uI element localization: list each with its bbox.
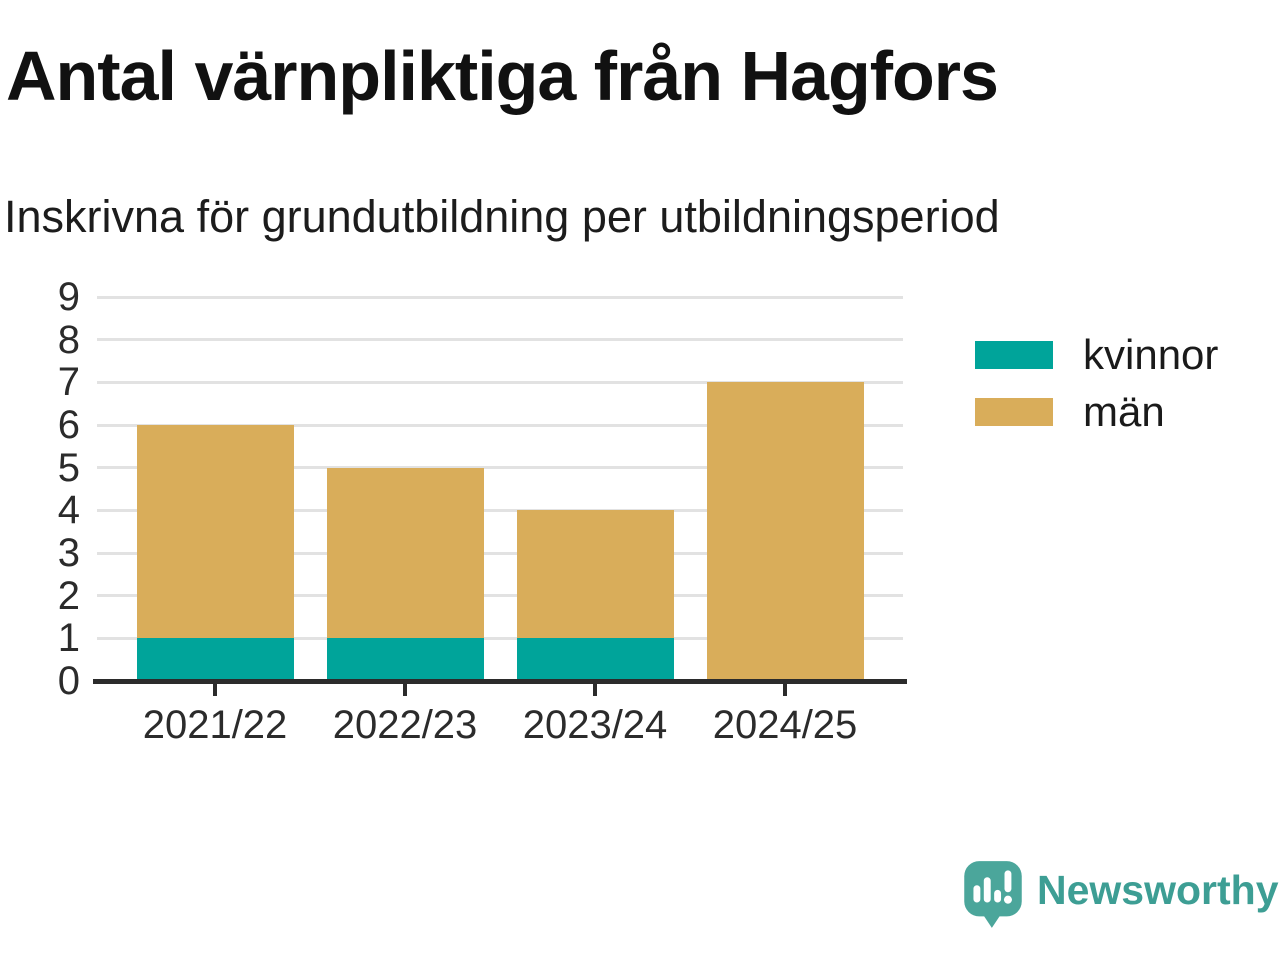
bar-2022/23-män <box>326 467 484 639</box>
x-axis-label: 2021/22 <box>142 703 288 747</box>
legend-label: kvinnor <box>1083 331 1219 378</box>
y-axis-label: 3 <box>57 531 80 575</box>
legend-swatch <box>975 341 1053 369</box>
y-axis-label: 2 <box>57 573 80 618</box>
x-axis-tick <box>213 683 217 696</box>
y-axis-label: 7 <box>57 360 80 405</box>
x-axis-line <box>93 678 907 684</box>
legend-item-män: män <box>975 388 1218 435</box>
chart-subtitle: Inskrivna för grundutbildning per utbild… <box>4 191 1000 242</box>
gridline-y3 <box>97 551 903 555</box>
gridline-y4 <box>97 508 903 512</box>
newsworthy-logo-icon <box>964 861 1022 928</box>
y-axis-label: 0 <box>57 659 80 703</box>
y-axis-label: 5 <box>57 445 80 490</box>
logo-text: Newsworthy <box>1037 867 1279 913</box>
x-axis-label: 2023/24 <box>522 703 668 747</box>
y-axis-label: 9 <box>57 275 80 319</box>
bar-2021/22-kvinnor <box>136 638 294 681</box>
x-axis-label: 2022/23 <box>332 703 478 747</box>
x-axis-tick <box>783 683 787 696</box>
legend-swatch <box>975 398 1053 426</box>
bar-2023/24-kvinnor <box>516 638 674 681</box>
y-axis-label: 8 <box>57 317 80 362</box>
chart-title: Antal värnpliktiga från Hagfors <box>6 37 999 115</box>
bar-2022/23-kvinnor <box>326 638 484 681</box>
y-axis-label: 1 <box>57 616 80 661</box>
gridline-y9 <box>97 295 903 299</box>
gridline-y5 <box>97 466 903 470</box>
x-axis-tick <box>593 683 597 696</box>
legend: kvinnor män <box>975 331 1219 435</box>
gridline-y2 <box>97 594 903 598</box>
y-axis-label: 6 <box>57 403 80 447</box>
gridline-y6 <box>97 423 903 427</box>
bar-2024/25-män <box>706 382 864 681</box>
bar-2021/22-män <box>136 425 294 639</box>
legend-label: män <box>1083 388 1165 435</box>
x-axis-tick <box>403 683 407 696</box>
gridline-y7 <box>97 380 903 384</box>
gridline-y8 <box>97 338 903 342</box>
bar-2023/24-män <box>516 510 674 639</box>
legend-item-kvinnor: kvinnor <box>975 331 1219 378</box>
x-axis-label: 2024/25 <box>712 703 858 747</box>
y-axis-label: 4 <box>57 488 80 533</box>
branding: Newsworthy <box>963 860 1279 929</box>
gridline-y1 <box>97 636 903 640</box>
